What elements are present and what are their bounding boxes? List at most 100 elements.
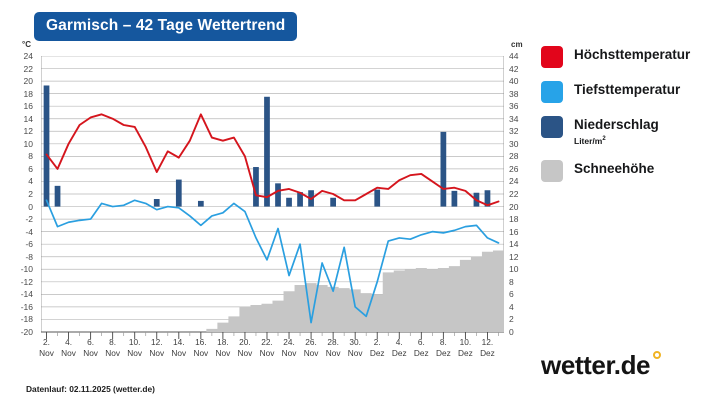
snow-depth-area	[41, 250, 504, 332]
legend-item[interactable]: Schneehöhe	[541, 159, 713, 182]
x-axis-tick-label: 12. Nov	[149, 337, 165, 358]
x-axis-tick-label: 10. Nov	[127, 337, 143, 358]
precipitation-bar	[440, 131, 447, 207]
precipitation-bar	[54, 185, 61, 207]
y-axis-tick-left: 12	[23, 126, 33, 137]
max-temp-line	[45, 113, 500, 207]
y-axis-tick-right: 44	[509, 51, 519, 61]
gray-square-icon	[541, 159, 563, 182]
y-axis-tick-left: -12	[20, 276, 33, 287]
x-axis-tick-label: 6. Dez	[413, 337, 429, 358]
x-axis-tick-label: 24. Nov	[281, 337, 297, 358]
legend-item-label: Schneehöhe	[574, 160, 655, 176]
y-axis-tick-right: 8	[509, 276, 514, 287]
precipitation-bar	[286, 197, 292, 207]
y-axis-tick-right: 16	[509, 226, 519, 237]
darkblue-square-icon	[541, 116, 563, 138]
y-axis-tick-right: 30	[509, 138, 519, 149]
x-axis-tick-label: 8. Nov	[105, 337, 121, 358]
y-axis-tick-right: 20	[509, 201, 519, 212]
y-axis-tick-right: 28	[509, 151, 519, 162]
precipitation-bar	[175, 179, 182, 207]
chart-svg	[41, 56, 504, 339]
y-axis-tick-left: 4	[28, 176, 33, 187]
precipitation-bars	[43, 85, 491, 207]
brand-logo: wetter.de	[541, 350, 662, 381]
y-axis-tick-left: 14	[23, 113, 33, 124]
y-axis-tick-left: 20	[23, 76, 33, 87]
min-temp-line	[45, 199, 500, 324]
x-axis-tick-label: 4. Dez	[391, 337, 407, 358]
x-axis-tick-label: 30. Nov	[347, 337, 363, 358]
page-title: Garmisch – 42 Tage Wettertrend	[34, 12, 298, 41]
x-axis-tick-label: 8. Dez	[435, 337, 451, 358]
precipitation-bar	[43, 85, 50, 207]
y-axis-tick-right: 24	[509, 176, 519, 187]
y-axis-tick-left: -10	[20, 264, 33, 275]
legend-item[interactable]: Höchsttemperatur	[541, 46, 713, 68]
y-axis-tick-left: 16	[23, 101, 33, 112]
chart-plot-area	[41, 56, 504, 339]
y-axis-tick-right: 14	[509, 239, 519, 250]
y-axis-tick-left: -6	[25, 239, 33, 250]
chart-legend: Höchsttemperatur Tiefsttemperatur Niedersc…	[541, 46, 713, 195]
precipitation-bar	[451, 190, 458, 207]
y-axis-tick-right: 0	[509, 327, 514, 337]
y-axis-tick-left: 22	[23, 63, 33, 74]
y-axis-tick-right: 12	[509, 251, 519, 262]
y-axis-tick-right: 40	[509, 76, 519, 87]
y-axis-tick-left: -20	[20, 327, 33, 337]
legend-item-label: Niederschlag	[574, 117, 659, 132]
brand-dot-icon	[653, 351, 662, 359]
x-axis-tick-label: 6. Nov	[83, 337, 98, 358]
y-axis-tick-left: -4	[25, 226, 33, 237]
y-axis-tick-left: 6	[28, 163, 33, 174]
legend-item[interactable]: Niederschlag Liter/m2	[541, 116, 713, 147]
y-axis-tick-right: 6	[509, 289, 514, 300]
y-axis-tick-left: 0	[28, 201, 33, 212]
legend-item[interactable]: Tiefsttemperatur	[541, 81, 713, 103]
y-axis-tick-right: 10	[509, 264, 519, 275]
y-axis-tick-right: 42	[509, 63, 519, 74]
y-axis-tick-right: 32	[509, 126, 519, 137]
y-axis-tick-left: 10	[23, 138, 33, 149]
data-run-note: Datenlauf: 02.11.2025 (wetter.de)	[26, 384, 155, 394]
y-axis-tick-right: 38	[509, 88, 519, 99]
x-axis-tick-label: 4. Nov	[61, 337, 76, 358]
x-axis-tick-label: 14. Nov	[171, 337, 187, 358]
y-axis-tick-right: 26	[509, 163, 519, 174]
precipitation-bar	[264, 96, 270, 207]
precipitation-bar	[153, 199, 160, 207]
blue-square-icon	[541, 81, 563, 103]
precipitation-bar	[484, 190, 491, 207]
x-axis-tick-label: 20. Nov	[237, 337, 253, 358]
x-axis-tick-label: 18. Nov	[215, 337, 231, 358]
precipitation-bar	[374, 189, 381, 207]
legend-item-label: Tiefsttemperatur	[574, 82, 681, 97]
y-axis-tick-left: 8	[28, 151, 33, 162]
x-axis-tick-label: 2. Nov	[39, 337, 54, 358]
x-axis-tick-label: 10. Dez	[458, 337, 473, 358]
x-axis-tick-label: 28. Nov	[325, 337, 341, 358]
legend-item-sublabel: Liter/m2	[574, 135, 606, 146]
x-axis-tick-label: 2. Dez	[369, 337, 385, 358]
x-axis-tick-label: 26. Nov	[303, 337, 319, 358]
precipitation-bar	[253, 167, 259, 207]
y-axis-tick-left: 24	[23, 51, 33, 61]
precipitation-bar	[197, 200, 204, 207]
left-axis-unit: °C	[22, 40, 31, 49]
y-axis-tick-left: -2	[25, 214, 33, 225]
x-axis-tick-label: 22. Nov	[259, 337, 275, 358]
y-axis-tick-right: 34	[509, 113, 519, 124]
legend-item-label: Höchsttemperatur	[574, 47, 691, 62]
y-axis-tick-right: 2	[509, 314, 514, 325]
y-axis-tick-left: -18	[20, 314, 33, 325]
y-axis-tick-left: -16	[20, 301, 33, 312]
precipitation-bar	[297, 192, 303, 207]
y-axis-tick-left: 2	[28, 189, 33, 199]
brand-text: wetter.de	[541, 350, 651, 380]
y-axis-tick-left: -8	[25, 251, 33, 262]
y-axis-tick-left: -14	[20, 289, 33, 300]
x-axis-tick-label: 16. Nov	[193, 337, 209, 358]
